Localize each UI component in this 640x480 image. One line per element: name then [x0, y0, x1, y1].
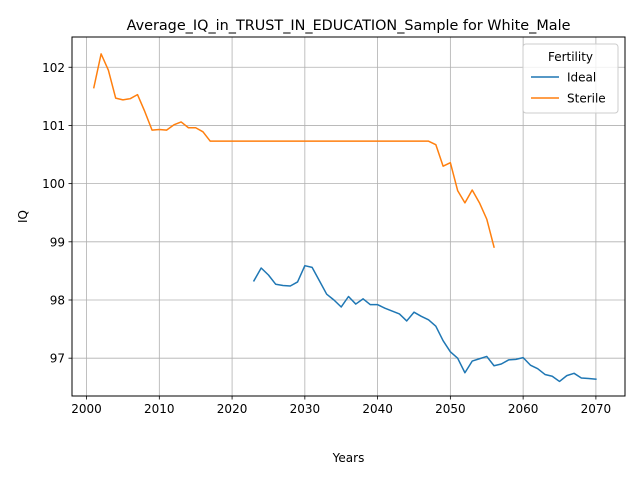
- x-axis-ticks: 2000 2010 2020 2030 2040 2050 2060 2070: [71, 396, 611, 416]
- x-tick-label: 2010: [144, 402, 175, 416]
- legend-title: Fertility: [548, 50, 593, 64]
- y-tick-label: 101: [42, 119, 65, 133]
- y-axis-label: IQ: [16, 210, 30, 223]
- y-tick-label: 97: [50, 352, 65, 366]
- x-tick-label: 2070: [581, 402, 612, 416]
- axes-frame: [71, 36, 626, 397]
- legend-label-sterile: Sterile: [567, 92, 606, 106]
- y-tick-label: 99: [50, 235, 65, 249]
- legend-box: [522, 43, 619, 114]
- x-tick-label: 2060: [508, 402, 539, 416]
- x-axis-label: Years: [332, 451, 365, 465]
- y-tick-label: 98: [50, 293, 65, 307]
- x-tick-label: 2050: [435, 402, 466, 416]
- legend-label-ideal: Ideal: [567, 71, 596, 85]
- legend: Fertility Ideal Sterile: [522, 43, 619, 114]
- y-tick-label: 100: [42, 177, 65, 191]
- x-tick-label: 2020: [217, 402, 248, 416]
- y-tick-label: 102: [42, 61, 65, 75]
- x-tick-label: 2000: [71, 402, 102, 416]
- series-line-ideal: [252, 264, 597, 383]
- series-lines: [92, 53, 597, 383]
- x-tick-label: 2040: [362, 402, 393, 416]
- y-axis-ticks: 97 98 99 100 101 102: [42, 61, 72, 366]
- x-tick-label: 2030: [290, 402, 321, 416]
- chart-title: Average_IQ_in_TRUST_IN_EDUCATION_Sample …: [127, 18, 571, 34]
- series-line-sterile: [92, 53, 495, 248]
